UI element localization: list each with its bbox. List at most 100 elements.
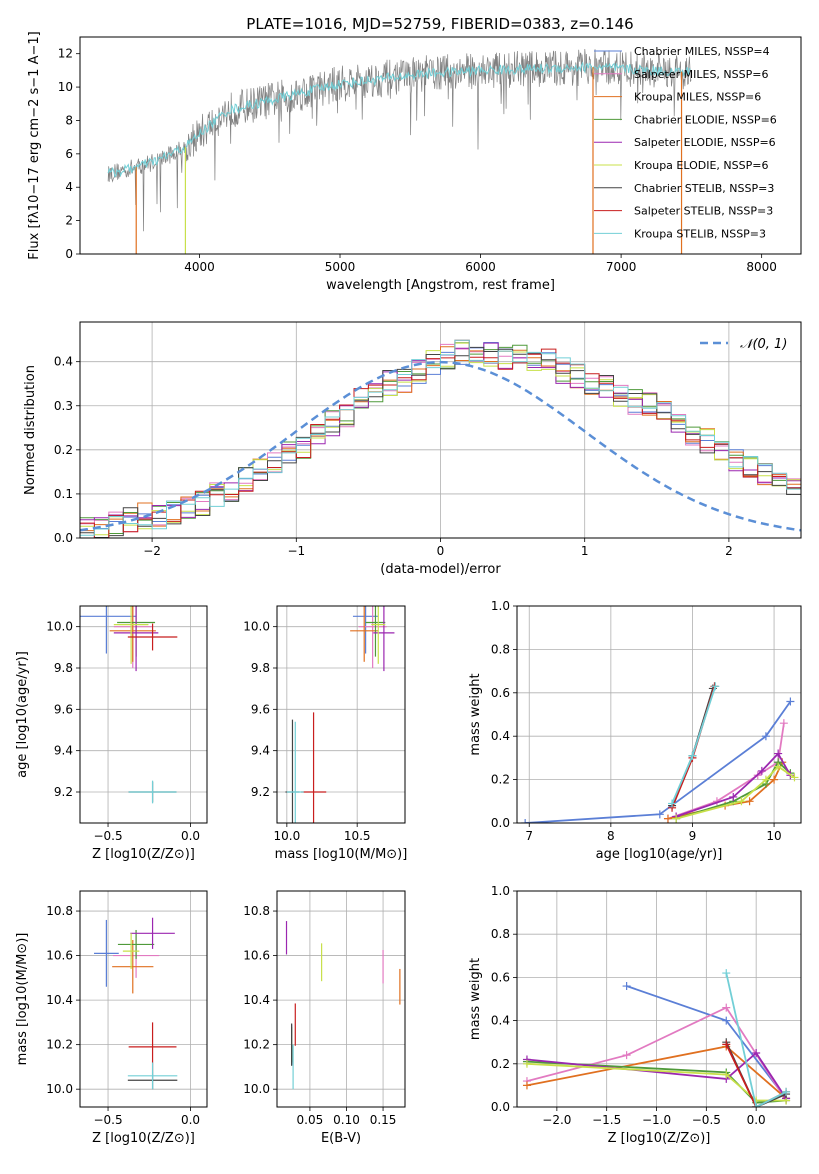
mass-vs-Z-frame bbox=[79, 890, 208, 1108]
residuals-xtick-label: 2 bbox=[725, 544, 733, 558]
weights-vs-age-xtick-label: 9 bbox=[689, 829, 697, 843]
weights-vs-age-xlabel: age [log10(age/yr)] bbox=[596, 847, 723, 862]
weights-vs-Z-marker bbox=[722, 1070, 731, 1079]
weights-vs-Z-xtick-label: −0.5 bbox=[692, 1113, 721, 1127]
age-vs-mass-errorbars bbox=[285, 606, 395, 823]
mass-vs-Z-xtick-label: 0.0 bbox=[181, 1113, 200, 1127]
mass-vs-Z-errorbars bbox=[94, 917, 178, 1090]
age-vs-Z-ytick-label: 9.4 bbox=[54, 744, 73, 758]
weights-vs-age-frame bbox=[516, 605, 802, 824]
age-vs-Z-xlabel: Z [log10(Z/Z⊙)] bbox=[92, 847, 195, 862]
weights-vs-Z-marker bbox=[722, 1040, 731, 1049]
spectrum-frame bbox=[79, 36, 802, 255]
weights-vs-Z-marker bbox=[522, 1059, 531, 1068]
spectrum-xtick-label: 7000 bbox=[606, 260, 637, 274]
mass-vs-ebv-frame bbox=[276, 890, 406, 1108]
age-vs-mass-ytick-label: 9.4 bbox=[251, 744, 270, 758]
mass-vs-ebv-xtick-label: 0.15 bbox=[370, 1113, 397, 1127]
weights-vs-Z-marker bbox=[622, 982, 631, 991]
weights-vs-age-marker bbox=[745, 797, 754, 806]
weights-vs-age-marker bbox=[663, 814, 672, 823]
mass-vs-Z-ytick-label: 10.2 bbox=[46, 1038, 73, 1052]
weights-vs-Z-lines bbox=[522, 969, 791, 1107]
weights-vs-Z-marker bbox=[752, 1103, 761, 1107]
spectrum-legend-label: Kroupa ELODIE, NSSP=6 bbox=[634, 159, 768, 172]
weights-vs-age-ytick-label: 0.8 bbox=[491, 642, 510, 656]
mass-vs-ebv-ytick-label: 10.0 bbox=[243, 1082, 270, 1096]
weights-vs-age-marker bbox=[737, 797, 746, 806]
mass-vs-Z-ytick-label: 10.6 bbox=[46, 949, 73, 963]
residuals-legend-label: 𝒩(0, 1) bbox=[740, 337, 787, 352]
mass-vs-ebv-ytick-label: 10.6 bbox=[243, 949, 270, 963]
age-vs-Z-ylabel: age [log10(age/yr)] bbox=[15, 651, 30, 778]
residuals-ytick-label: 0.2 bbox=[54, 443, 73, 457]
weights-vs-Z-ytick-label: 0.2 bbox=[491, 1057, 510, 1071]
age-vs-mass-frame bbox=[276, 605, 406, 824]
spectrum-xtick-label: 5000 bbox=[325, 260, 356, 274]
mass-vs-ebv-errorbars bbox=[285, 921, 401, 1090]
spectrum-legend-label: Kroupa MILES, NSSP=6 bbox=[634, 91, 761, 104]
weights-vs-age-ylabel: mass weight bbox=[468, 673, 483, 755]
weights-vs-Z-xtick-label: −1.0 bbox=[642, 1113, 671, 1127]
mass-vs-Z-ylabel: mass [log10(M/M⊙)] bbox=[15, 933, 30, 1066]
weights-vs-age-series-8 bbox=[671, 686, 717, 804]
spectrum-xtick-label: 4000 bbox=[184, 260, 215, 274]
spectrum-legend-label: Chabrier STELIB, NSSP=3 bbox=[634, 182, 774, 195]
mass-vs-ebv-xlabel: E(B-V) bbox=[321, 1131, 361, 1146]
weights-vs-age-marker bbox=[786, 697, 795, 706]
weights-vs-age-lines bbox=[521, 682, 799, 823]
weights-vs-Z-marker bbox=[782, 1087, 791, 1096]
weights-vs-Z-series-8 bbox=[725, 972, 787, 1107]
age-vs-mass-xtick-label: 10.0 bbox=[273, 829, 300, 843]
weights-vs-age-xtick-label: 7 bbox=[525, 829, 533, 843]
figure-title: PLATE=1016, MJD=52759, FIBERID=0383, z=0… bbox=[246, 15, 633, 33]
mass-vs-Z-panel bbox=[76, 891, 207, 1111]
weights-vs-Z-ytick-label: 0.0 bbox=[491, 1100, 510, 1114]
age-vs-mass-xtick-label: 10.5 bbox=[344, 829, 371, 843]
spectrum-legend-label: Salpeter STELIB, NSSP=3 bbox=[634, 205, 773, 218]
weights-vs-Z-frame bbox=[516, 890, 802, 1108]
age-vs-mass-ytick-label: 9.6 bbox=[251, 702, 270, 716]
spectrum-legend-label: Salpeter MILES, NSSP=6 bbox=[634, 68, 768, 81]
mass-vs-ebv-panel bbox=[273, 891, 405, 1111]
residuals-xtick-label: 1 bbox=[581, 544, 589, 558]
weights-vs-age-marker bbox=[790, 773, 799, 782]
spectrum-ytick-label: 12 bbox=[58, 47, 73, 61]
age-vs-mass-ytick-label: 9.2 bbox=[251, 785, 270, 799]
residuals-xtick-label: −2 bbox=[143, 544, 161, 558]
age-vs-Z-ytick-label: 10.0 bbox=[46, 620, 73, 634]
age-vs-mass-xlabel: mass [log10(M/M⊙)] bbox=[275, 847, 408, 862]
spectrum-ytick-label: 10 bbox=[58, 80, 73, 94]
weights-vs-age-marker bbox=[729, 792, 738, 801]
weights-vs-age-ytick-label: 0.0 bbox=[491, 816, 510, 830]
weights-vs-age-marker bbox=[774, 749, 783, 758]
normal-curve bbox=[80, 360, 801, 532]
weights-vs-age-marker bbox=[774, 762, 783, 771]
weights-vs-age-marker bbox=[672, 814, 681, 823]
weights-vs-age-ytick-label: 0.4 bbox=[491, 729, 510, 743]
weights-vs-Z-marker bbox=[722, 1016, 731, 1025]
weights-vs-Z-xtick-label: −2.0 bbox=[542, 1113, 571, 1127]
mass-vs-Z-ytick-label: 10.4 bbox=[46, 993, 73, 1007]
mass-vs-Z-ytick-label: 10.8 bbox=[46, 904, 73, 918]
mass-vs-Z-xlabel: Z [log10(Z/Z⊙)] bbox=[92, 1131, 195, 1146]
weights-vs-age-series-4 bbox=[675, 752, 792, 818]
weights-vs-age-marker bbox=[779, 719, 788, 728]
weights-vs-Z-marker bbox=[622, 1051, 631, 1060]
residuals-ytick-label: 0.1 bbox=[54, 487, 73, 501]
weights-vs-age-marker bbox=[521, 819, 530, 823]
spectrum-ytick-label: 4 bbox=[65, 180, 73, 194]
weights-vs-age-xtick-label: 10 bbox=[766, 829, 781, 843]
spectrum-legend-label: Chabrier MILES, NSSP=4 bbox=[634, 45, 770, 58]
weights-vs-age-marker bbox=[757, 766, 766, 775]
age-vs-Z-ytick-label: 9.2 bbox=[54, 785, 73, 799]
weights-vs-age-marker bbox=[711, 682, 720, 691]
age-vs-mass-ytick-label: 9.8 bbox=[251, 661, 270, 675]
weights-vs-age-ytick-label: 0.2 bbox=[491, 773, 510, 787]
weights-vs-Z-ytick-label: 0.8 bbox=[491, 927, 510, 941]
age-vs-mass-ytick-label: 10.0 bbox=[243, 620, 270, 634]
spectrum-data-line bbox=[107, 48, 692, 232]
spectrum-lines bbox=[107, 48, 692, 254]
